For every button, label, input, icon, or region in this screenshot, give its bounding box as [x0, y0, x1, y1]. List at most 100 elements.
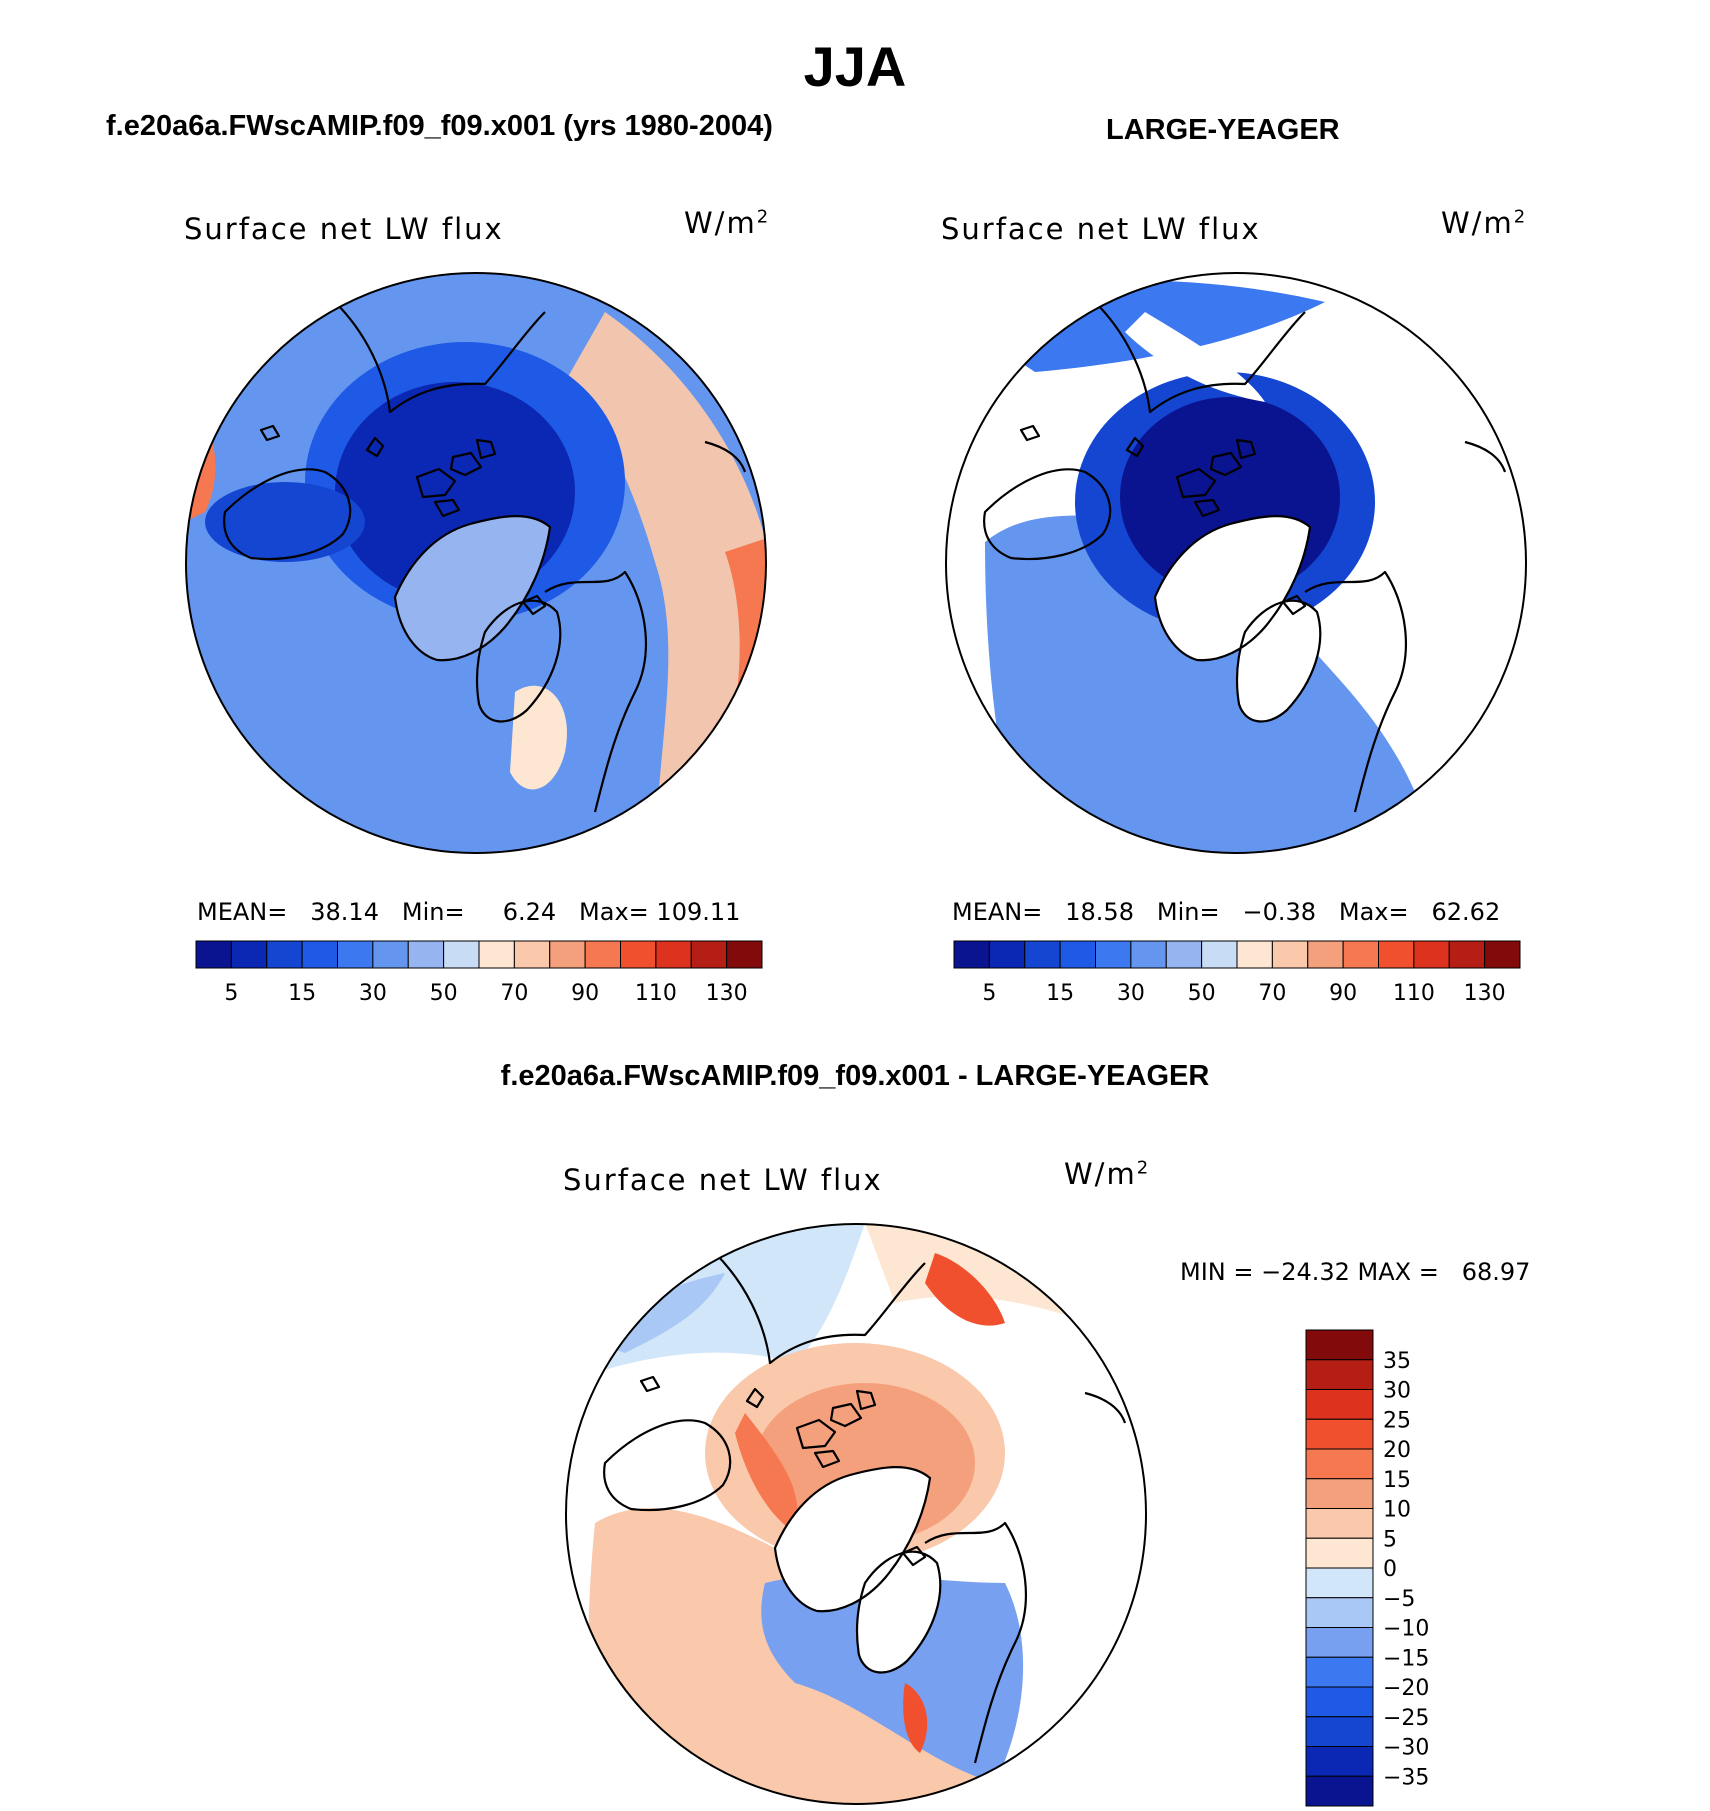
panel-b-colorbar-swatch [953, 940, 990, 969]
panel-c-colorbar-tick-label: 0 [1383, 1557, 1397, 1582]
coastline-island [901, 1545, 927, 1567]
panel-a-colorbar-tick-label: 50 [430, 981, 458, 1006]
panel-c-colorbar-tick-label: −30 [1383, 1736, 1429, 1761]
panel-c-polar-map [565, 1223, 1147, 1805]
panel-c-colorbar-swatch [1305, 1775, 1374, 1807]
coastline-small-island [1084, 1391, 1127, 1424]
panel-c-colorbar-swatch [1305, 1418, 1374, 1450]
panel-a-colorbar-swatch [443, 940, 480, 969]
panel-b-colorbar-tick-label: 15 [1046, 981, 1074, 1006]
panel-a-colorbar-tick-label: 90 [571, 981, 599, 1006]
coastline-island [1235, 438, 1257, 460]
panel-c-title: f.e20a6a.FWscAMIP.f09_f09.x001 - LARGE-Y… [500, 1060, 1210, 1092]
coastline-island [795, 1418, 837, 1450]
coastline-north-america [1094, 301, 1306, 414]
panel-c-colorbar-tick-label: 25 [1383, 1408, 1411, 1433]
panel-a-polar-map [185, 272, 767, 854]
panel-b-colorbar-tick-label: 5 [982, 981, 996, 1006]
panel-a-colorbar-swatch [266, 940, 303, 969]
panel-c-colorbar-tick-label: 5 [1383, 1527, 1397, 1552]
figure-title: JJA [803, 35, 907, 98]
coastline-north-america [334, 301, 546, 414]
panel-c-colorbar-tick-label: −15 [1383, 1646, 1429, 1671]
panel-b-units: W/m2 [1441, 206, 1528, 240]
panel-b-stats: MEAN= 18.58 Min= −0.38 Max= 62.62 [952, 898, 1501, 926]
panel-b-colorbar-tick-label: 30 [1117, 981, 1145, 1006]
panel-b-colorbar: 5 15 30 50 70 90 110 130 [953, 940, 1521, 1006]
panel-b-colorbar-tick-label: 110 [1393, 981, 1435, 1006]
panel-a-stats: MEAN= 38.14 Min= 6.24 Max= 109.11 [197, 898, 741, 926]
coastline-scandinavia [1235, 599, 1322, 723]
panel-c-colorbar-swatch [1305, 1597, 1374, 1628]
panel-c-colorbar-swatch [1305, 1567, 1374, 1599]
coastline-north-america [714, 1252, 926, 1365]
panel-c-colorbar-swatch [1305, 1508, 1374, 1539]
panel-a-colorbar: 5 15 30 50 70 90 110 130 [195, 940, 763, 1006]
panel-b-colorbar-swatch [1201, 940, 1238, 969]
coastline-island [415, 467, 457, 499]
coastline-eurasia [924, 1521, 1027, 1764]
panel-c-colorbar-swatch [1305, 1686, 1374, 1718]
panel-c-colorbar-tick-label: −35 [1383, 1765, 1429, 1790]
panel-c-units: W/m2 [1064, 1157, 1151, 1191]
panel-b-colorbar-swatch [1413, 940, 1450, 969]
panel-b-colorbar-swatch [1307, 940, 1344, 969]
map-border [565, 1223, 1147, 1805]
panel-c-colorbar-swatch [1305, 1448, 1374, 1480]
coastline-greenland [393, 515, 552, 662]
panel-b-colorbar-swatch [1024, 940, 1061, 969]
panel-a-colorbar-swatch [195, 940, 232, 969]
panel-b-colorbar-swatch [1378, 940, 1415, 969]
panel-b-title: LARGE-YEAGER [1106, 114, 1340, 146]
panel-b-colorbar-swatch [1342, 940, 1379, 969]
coastline-baffin [223, 468, 352, 561]
coastline-island [639, 1375, 661, 1393]
panel-b-colorbar-swatch [1236, 940, 1273, 969]
panel-b-colorbar-swatch [1165, 940, 1203, 969]
panel-c-colorbar: 35 30 25 20 15 10 5 0 −5 −10 −15 −20 −25 −30 −35 [1305, 1329, 1429, 1807]
coastline-eurasia [1304, 570, 1407, 813]
coastline-island [475, 438, 497, 460]
panel-b-colorbar-swatch [1484, 940, 1521, 969]
map-border [185, 272, 767, 854]
panel-a-colorbar-swatch [584, 940, 621, 969]
panel-c-colorbar-tick-label: −5 [1383, 1587, 1415, 1612]
panel-c-colorbar-swatch [1305, 1746, 1374, 1777]
coastline-island [365, 436, 385, 458]
coastline-island [259, 424, 281, 442]
panel-a-colorbar-swatch [513, 940, 551, 969]
panel-c-colorbar-tick-label: −25 [1383, 1706, 1429, 1731]
coastline-island [1193, 498, 1221, 518]
panel-a-colorbar-swatch [478, 940, 515, 969]
coastline-island [1175, 467, 1217, 499]
coastline-small-island [704, 440, 747, 473]
panel-c-colorbar-tick-label: 20 [1383, 1438, 1411, 1463]
panel-a-colorbar-swatch [690, 940, 728, 969]
panel-c-colorbar-swatch [1305, 1537, 1374, 1569]
panel-c-colorbar-swatch [1305, 1359, 1374, 1390]
panel-b-colorbar-swatch [1448, 940, 1486, 969]
panel-a-units: W/m2 [684, 206, 771, 240]
panel-c-colorbar-tick-label: 15 [1383, 1468, 1411, 1493]
panel-b-colorbar-swatch [988, 940, 1026, 969]
panel-b-colorbar-tick-label: 90 [1329, 981, 1357, 1006]
panel-a-colorbar-tick-label: 5 [224, 981, 238, 1006]
panel-b-colorbar-swatch [1130, 940, 1167, 969]
panel-c-colorbar-tick-label: −20 [1383, 1676, 1429, 1701]
panel-a-colorbar-swatch [549, 940, 586, 969]
panel-c-variable-label: Surface net LW flux [563, 1163, 883, 1197]
panel-c-colorbar-swatch [1305, 1329, 1374, 1361]
panel-c-colorbar-tick-label: 10 [1383, 1498, 1411, 1523]
panel-a-title: f.e20a6a.FWscAMIP.f09_f09.x001 (yrs 1980… [106, 110, 773, 142]
panel-a-colorbar-swatch [372, 940, 409, 969]
panel-b-colorbar-tick-label: 70 [1258, 981, 1286, 1006]
panel-c-colorbar-swatch [1305, 1716, 1374, 1747]
panel-a-variable-label: Surface net LW flux [184, 212, 504, 246]
coastline-island [433, 498, 461, 518]
panel-c-colorbar-tick-label: −10 [1383, 1617, 1429, 1642]
coastline-baffin [983, 468, 1112, 561]
map-border [945, 272, 1527, 854]
panel-c-colorbar-swatch [1305, 1627, 1374, 1658]
coastline-island [1019, 424, 1041, 442]
panel-a-colorbar-swatch [407, 940, 445, 969]
